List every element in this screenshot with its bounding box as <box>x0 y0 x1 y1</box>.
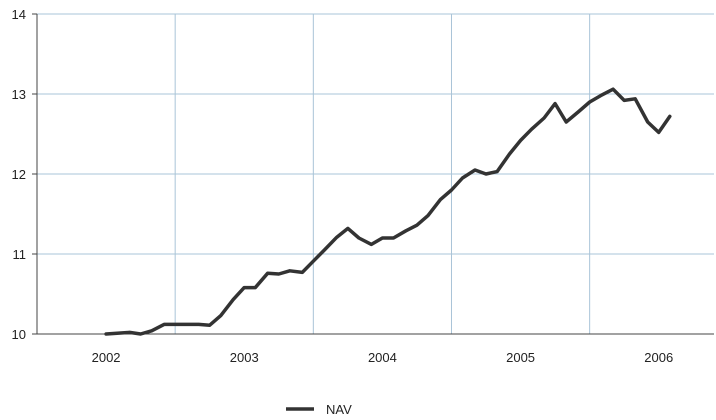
series-layer <box>104 87 672 336</box>
x-tick-label: 2002 <box>92 350 121 365</box>
series-line-nav <box>104 87 672 336</box>
x-tick-label: 2005 <box>506 350 535 365</box>
x-tick-label: 2003 <box>230 350 259 365</box>
y-tick-label: 10 <box>12 327 26 342</box>
legend: NAV <box>286 402 352 417</box>
legend-label-nav: NAV <box>326 402 352 417</box>
x-tick-label: 2006 <box>644 350 673 365</box>
y-tick-label: 12 <box>12 167 26 182</box>
y-tick-label: 13 <box>12 87 26 102</box>
y-tick-label: 14 <box>12 7 26 22</box>
tick-label-layer: 10 11 12 13 14 2002 2003 2004 2005 2006 <box>12 7 674 365</box>
grid-layer <box>37 13 714 334</box>
x-tick-label: 2004 <box>368 350 397 365</box>
y-tick-label: 11 <box>13 247 27 262</box>
